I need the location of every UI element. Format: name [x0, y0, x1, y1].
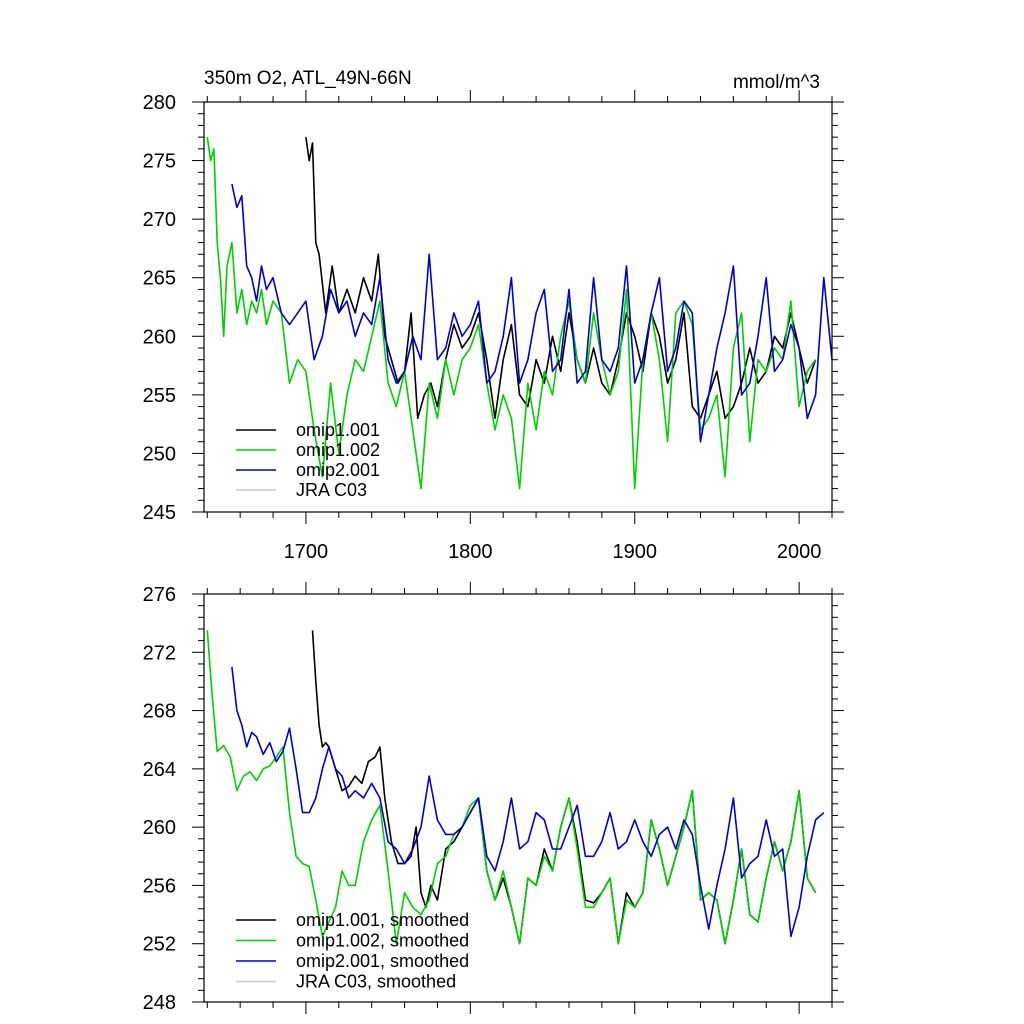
- y-tick-label: 260: [143, 326, 176, 348]
- y-tick-label: 256: [143, 875, 176, 897]
- series-line-omip2-001-smoothed: [231, 666, 825, 938]
- legend-label: JRA C03, smoothed: [296, 972, 456, 992]
- bottom-panel: 248 252 256 260 264 268 272 276 omip1.001, smoo…: [143, 582, 844, 1014]
- y-tick-label: 280: [143, 92, 176, 114]
- y-tick-label: 245: [143, 502, 176, 524]
- y-tick-label: 276: [143, 584, 176, 606]
- series-line-omip1-002-smoothed: [206, 630, 817, 945]
- plot-frame: [203, 101, 833, 513]
- series-line-omip1-001-smoothed: [311, 630, 817, 945]
- x-tick-label: 1800: [448, 541, 493, 563]
- plot-frame: [203, 593, 833, 1003]
- top-panel-title: 350m O2, ATL_49N-66N: [204, 68, 412, 89]
- y-tick-label: 275: [143, 151, 176, 173]
- y-tick-label: 270: [143, 209, 176, 231]
- bottom-panel-axes: 248 252 256 260 264 268 272 276: [143, 582, 844, 1014]
- y-tick-label: 265: [143, 268, 176, 290]
- legend-label: omip1.001, smoothed: [296, 910, 469, 930]
- series-line-omip2-001: [231, 183, 833, 443]
- top-panel-units: mmol/m^3: [733, 72, 820, 93]
- x-tick-label: 1900: [612, 541, 657, 563]
- y-tick-label: 268: [143, 701, 176, 723]
- y-tick-label: 252: [143, 934, 176, 956]
- x-tick-label: 1700: [284, 541, 329, 563]
- top-panel-axes: 245 250 255 260 265 270 275 280 1700 1800 1900 2000: [143, 90, 844, 563]
- y-tick-label: 272: [143, 642, 176, 664]
- bottom-panel-series-group: [206, 630, 825, 945]
- top-panel-series-group: [206, 136, 833, 490]
- series-line-omip1-002: [206, 136, 817, 490]
- legend-label: omip1.001: [296, 420, 380, 440]
- y-tick-label: 250: [143, 443, 176, 465]
- x-tick-label: 2000: [777, 541, 822, 563]
- y-tick-label: 260: [143, 817, 176, 839]
- y-tick-label: 264: [143, 759, 176, 781]
- y-tick-label: 248: [143, 992, 176, 1014]
- top-panel: 350m O2, ATL_49N-66N mmol/m^3 2452502552…: [143, 68, 844, 563]
- legend-label: omip1.002, smoothed: [296, 931, 469, 951]
- legend-label: omip2.001: [296, 460, 380, 480]
- legend-label: JRA C03: [296, 480, 367, 500]
- legend-label: omip2.001, smoothed: [296, 951, 469, 971]
- series-line-omip1-001: [305, 136, 817, 420]
- y-tick-label: 255: [143, 385, 176, 407]
- legend-label: omip1.002: [296, 440, 380, 460]
